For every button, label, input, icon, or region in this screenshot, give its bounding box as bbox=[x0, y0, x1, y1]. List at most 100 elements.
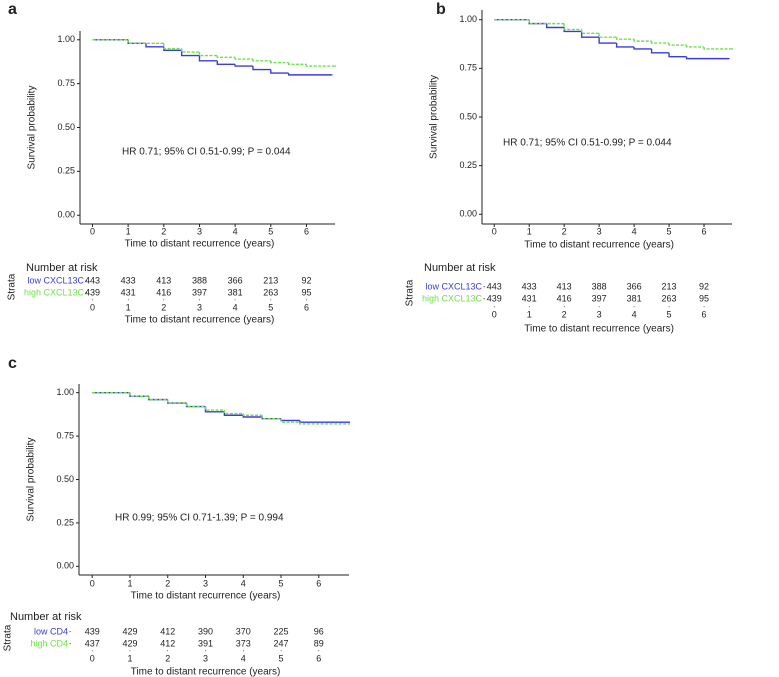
risk-tick-label: 1 bbox=[127, 653, 132, 663]
x-tick-label: 4 bbox=[233, 226, 238, 236]
x-axis-label: Time to distant recurrence (years) bbox=[131, 591, 281, 602]
risk-count: 429 bbox=[122, 638, 137, 648]
y-tick-label: 1.00 bbox=[459, 14, 477, 24]
survival-step bbox=[598, 33, 617, 38]
risk-tick: ' bbox=[243, 651, 244, 657]
risk-tick-label: 6 bbox=[304, 302, 309, 312]
risk-count: 439 bbox=[487, 293, 502, 303]
risk-count: 96 bbox=[314, 626, 324, 636]
survival-step bbox=[270, 60, 289, 64]
risk-tick: ' bbox=[235, 300, 236, 306]
risk-x-label: Time to distant recurrence (years) bbox=[125, 315, 275, 326]
strata-name: low CXCL13C bbox=[425, 281, 482, 291]
x-tick-label: 5 bbox=[268, 226, 273, 236]
risk-tick-label: 6 bbox=[316, 653, 321, 663]
survival-step bbox=[580, 31, 600, 38]
strata-name: low CXCL13C bbox=[27, 275, 84, 285]
y-tick-label: 0.00 bbox=[459, 209, 477, 219]
risk-tick-label: 6 bbox=[702, 309, 707, 319]
survival-step bbox=[180, 48, 200, 53]
survival-step bbox=[650, 48, 670, 54]
survival-step bbox=[280, 418, 300, 422]
strata-label: Strata bbox=[7, 273, 18, 300]
survival-step bbox=[216, 55, 236, 59]
risk-count: 433 bbox=[121, 275, 136, 285]
risk-tick-label: 4 bbox=[632, 309, 637, 319]
survival-step bbox=[148, 396, 168, 401]
strata-label: Strata bbox=[405, 279, 416, 306]
survival-step bbox=[650, 41, 670, 44]
survival-step bbox=[252, 66, 271, 71]
survival-step bbox=[127, 39, 164, 44]
x-tick-label: 5 bbox=[279, 578, 284, 588]
survival-step bbox=[563, 23, 582, 31]
risk-count: 213 bbox=[263, 275, 278, 285]
survival-step bbox=[198, 55, 218, 62]
risk-tick: ' bbox=[703, 307, 704, 313]
x-tick-label: 6 bbox=[702, 226, 707, 236]
risk-count: 92 bbox=[301, 275, 311, 285]
strata-name: high CXCL13C bbox=[422, 293, 483, 303]
risk-tick: ' bbox=[199, 300, 200, 306]
risk-count: 388 bbox=[592, 281, 607, 291]
x-tick-label: 2 bbox=[161, 226, 166, 236]
x-tick-label: 4 bbox=[632, 226, 637, 236]
y-tick-label: 0.75 bbox=[459, 63, 477, 73]
risk-tick-label: 0 bbox=[492, 309, 497, 319]
y-tick-label: 0.75 bbox=[56, 430, 74, 440]
risk-count: 366 bbox=[228, 275, 243, 285]
survival-step bbox=[287, 62, 307, 66]
risk-tick: ' bbox=[318, 651, 319, 657]
risk-count: 388 bbox=[192, 275, 207, 285]
risk-count: 413 bbox=[557, 281, 572, 291]
risk-count: 397 bbox=[192, 287, 207, 297]
x-tick-label: 3 bbox=[597, 226, 602, 236]
risk-count: 439 bbox=[85, 626, 100, 636]
panel-label: a bbox=[8, 1, 17, 18]
panel-label: c bbox=[8, 355, 17, 372]
x-tick-label: 1 bbox=[527, 226, 532, 236]
x-tick-label: 0 bbox=[492, 226, 497, 236]
risk-count: 416 bbox=[156, 287, 171, 297]
annotation: HR 0.99; 95% CI 0.71-1.39; P = 0.994 bbox=[115, 513, 284, 524]
risk-tick-label: 3 bbox=[197, 302, 202, 312]
strata-dash: - bbox=[483, 284, 486, 291]
strata-dash: - bbox=[85, 278, 88, 285]
risk-count: 263 bbox=[263, 287, 278, 297]
y-tick-label: 0.50 bbox=[56, 474, 74, 484]
strata-dash: - bbox=[85, 290, 88, 297]
survival-step bbox=[528, 19, 565, 25]
y-axis-label: Survival probability bbox=[27, 86, 38, 170]
survival-step bbox=[270, 69, 289, 74]
risk-tick-label: 1 bbox=[527, 309, 532, 319]
risk-count: 247 bbox=[274, 638, 289, 648]
risk-count: 95 bbox=[301, 287, 311, 297]
survival-step bbox=[615, 37, 635, 40]
risk-tick-label: 0 bbox=[90, 302, 95, 312]
survival-step bbox=[145, 43, 164, 48]
risk-tick: ' bbox=[668, 307, 669, 313]
strata-dash: - bbox=[69, 641, 72, 648]
x-axis-label: Time to distant recurrence (years) bbox=[524, 240, 674, 251]
strata-label: Strata bbox=[3, 624, 14, 651]
strata-dash: - bbox=[483, 296, 486, 303]
y-tick-label: 0.25 bbox=[57, 166, 75, 176]
survival-step bbox=[242, 413, 263, 416]
risk-count: 263 bbox=[662, 293, 677, 303]
x-tick-label: 2 bbox=[165, 578, 170, 588]
y-tick-label: 0.00 bbox=[56, 561, 74, 571]
risk-count: 431 bbox=[522, 293, 537, 303]
risk-count: 416 bbox=[557, 293, 572, 303]
risk-count: 373 bbox=[236, 638, 251, 648]
risk-count: 366 bbox=[627, 281, 642, 291]
x-tick-label: 5 bbox=[667, 226, 672, 236]
risk-count: 412 bbox=[160, 626, 175, 636]
risk-count: 89 bbox=[314, 638, 324, 648]
x-tick-label: 1 bbox=[127, 578, 132, 588]
risk-tick-label: 0 bbox=[90, 653, 95, 663]
risk-tick-label: 5 bbox=[268, 302, 273, 312]
risk-tick-label: 4 bbox=[241, 653, 246, 663]
risk-tick-label: 5 bbox=[667, 309, 672, 319]
risk-tick: ' bbox=[129, 651, 130, 657]
